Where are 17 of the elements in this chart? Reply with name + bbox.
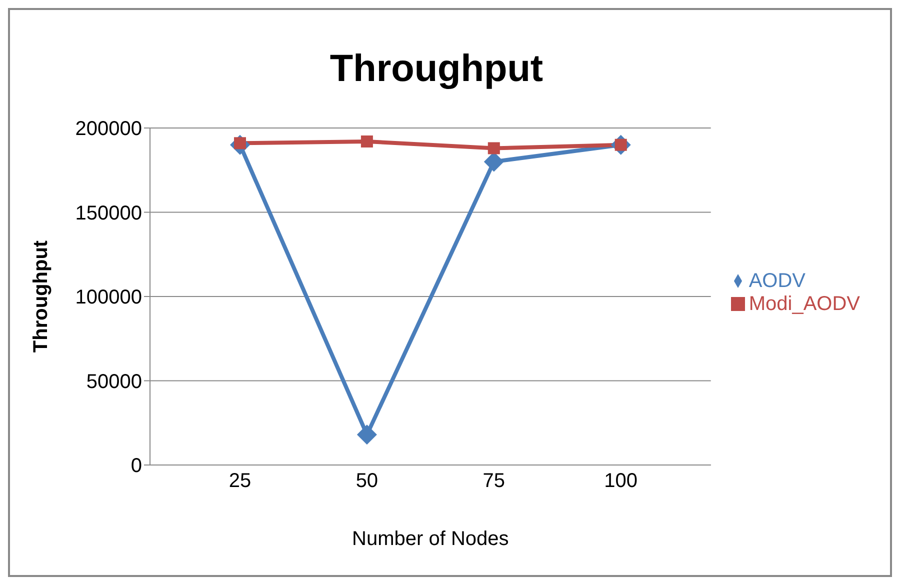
legend-label: AODV (748, 270, 806, 292)
x-axis-title: Number of Nodes (352, 528, 509, 550)
x-tick-label: 100 (604, 470, 638, 492)
y-tick-label: 0 (130, 455, 142, 478)
y-tick-label: 150000 (75, 202, 142, 224)
legend-label: Modi_AODV (748, 292, 860, 314)
y-axis-title: Throughput (30, 240, 52, 353)
y-tick-label: 200000 (75, 118, 142, 140)
chart-title: Throughput (328, 48, 544, 91)
x-tick-label: 50 (356, 470, 378, 492)
point (360, 135, 373, 148)
y-tick-label: 100000 (75, 286, 142, 309)
y-tick-label: 50000 (86, 370, 142, 393)
x-tick-label: 25 (228, 470, 252, 492)
point (356, 424, 377, 445)
x-tick-label: 75 (482, 470, 506, 492)
point (488, 142, 500, 154)
